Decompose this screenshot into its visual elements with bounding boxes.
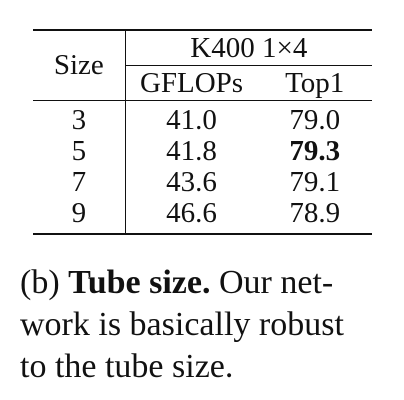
gflops-cell: 41.0 bbox=[125, 101, 257, 137]
size-cell: 3 bbox=[33, 101, 125, 137]
gflops-cell: 46.6 bbox=[125, 198, 257, 234]
table-row: 7 43.6 79.1 bbox=[33, 167, 372, 198]
top1-cell-best: 79.3 bbox=[257, 136, 372, 167]
gflops-cell: 41.8 bbox=[125, 136, 257, 167]
size-cell: 7 bbox=[33, 167, 125, 198]
gflops-cell: 43.6 bbox=[125, 167, 257, 198]
caption-text-line2: work is basically robust bbox=[20, 306, 344, 343]
table-row: 3 41.0 79.0 bbox=[33, 101, 372, 137]
group-header: K400 1×4 bbox=[125, 30, 372, 66]
top1-cell: 79.0 bbox=[257, 101, 372, 137]
caption-text-line3: to the tube size. bbox=[20, 348, 233, 385]
table-row: 9 46.6 78.9 bbox=[33, 198, 372, 234]
top1-header: Top1 bbox=[257, 66, 372, 101]
size-header: Size bbox=[33, 30, 125, 101]
top1-cell: 79.1 bbox=[257, 167, 372, 198]
results-table: Size K400 1×4 GFLOPs Top1 3 41.0 79.0 5 … bbox=[33, 29, 372, 235]
size-cell: 5 bbox=[33, 136, 125, 167]
gflops-header: GFLOPs bbox=[125, 66, 257, 101]
results-table-container: Size K400 1×4 GFLOPs Top1 3 41.0 79.0 5 … bbox=[33, 29, 372, 235]
caption-title: Tube size. bbox=[68, 264, 210, 301]
size-cell: 9 bbox=[33, 198, 125, 234]
table-caption: (b) Tube size. Our net- work is basicall… bbox=[20, 262, 390, 388]
caption-label: (b) bbox=[20, 264, 60, 301]
top1-cell: 78.9 bbox=[257, 198, 372, 234]
caption-text-line1: Our net- bbox=[219, 264, 333, 301]
table-header-row: Size K400 1×4 bbox=[33, 30, 372, 66]
table-row: 5 41.8 79.3 bbox=[33, 136, 372, 167]
